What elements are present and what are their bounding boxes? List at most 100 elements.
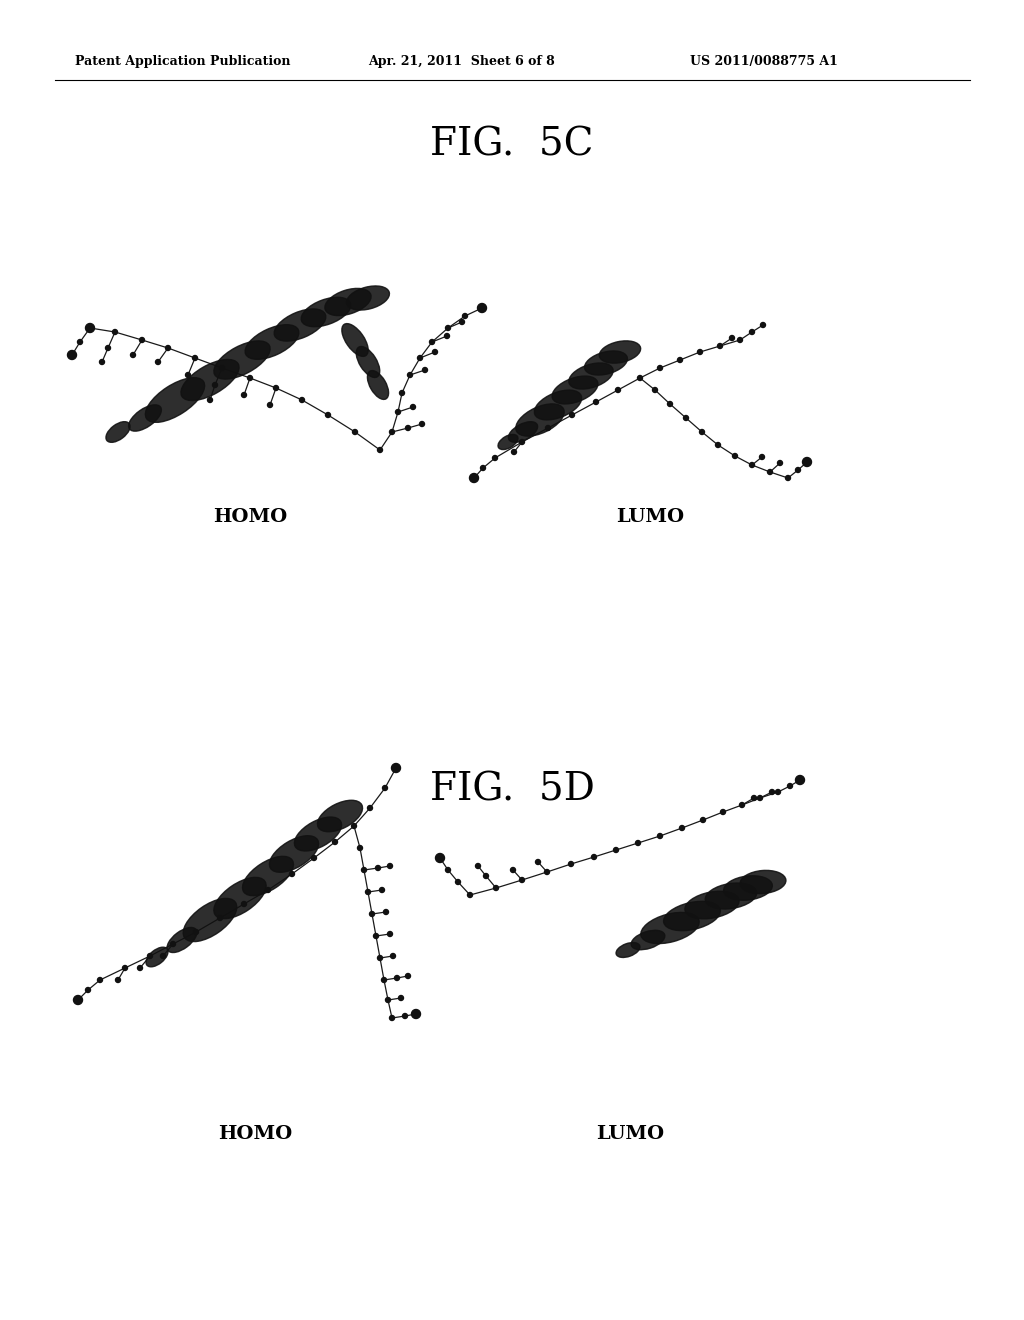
Circle shape [418, 355, 423, 360]
Circle shape [248, 375, 253, 380]
Circle shape [130, 352, 135, 358]
Circle shape [408, 372, 413, 378]
Ellipse shape [685, 891, 739, 919]
Circle shape [805, 459, 810, 465]
Circle shape [366, 890, 371, 895]
Circle shape [750, 462, 755, 467]
Circle shape [479, 305, 484, 310]
Circle shape [796, 467, 801, 473]
Circle shape [76, 998, 81, 1002]
Ellipse shape [167, 928, 197, 953]
Ellipse shape [346, 286, 389, 310]
Ellipse shape [664, 902, 721, 931]
Circle shape [493, 455, 498, 461]
Circle shape [420, 421, 425, 426]
Circle shape [406, 425, 411, 430]
Circle shape [352, 429, 357, 434]
Circle shape [393, 766, 398, 771]
Circle shape [368, 805, 373, 810]
Circle shape [613, 847, 618, 853]
Circle shape [568, 862, 573, 866]
Circle shape [273, 385, 279, 391]
Circle shape [435, 854, 444, 862]
Circle shape [721, 809, 725, 814]
Circle shape [437, 855, 442, 861]
Circle shape [798, 777, 803, 783]
Circle shape [156, 359, 161, 364]
Circle shape [99, 359, 104, 364]
Circle shape [468, 892, 472, 898]
Circle shape [615, 388, 621, 392]
Text: FIG.  5D: FIG. 5D [429, 771, 595, 808]
Circle shape [161, 953, 166, 958]
Text: LUMO: LUMO [596, 1125, 664, 1143]
Ellipse shape [342, 323, 369, 356]
Circle shape [171, 941, 175, 946]
Circle shape [469, 474, 478, 483]
Circle shape [166, 346, 171, 351]
Ellipse shape [129, 405, 162, 432]
Circle shape [123, 965, 128, 970]
Ellipse shape [243, 857, 294, 896]
Ellipse shape [508, 421, 538, 442]
Circle shape [147, 953, 153, 958]
Ellipse shape [599, 341, 641, 363]
Circle shape [477, 304, 486, 313]
Text: HOMO: HOMO [218, 1125, 292, 1143]
Circle shape [785, 475, 791, 480]
Ellipse shape [325, 288, 371, 315]
Circle shape [594, 400, 598, 404]
Circle shape [761, 322, 766, 327]
Text: Apr. 21, 2011  Sheet 6 of 8: Apr. 21, 2011 Sheet 6 of 8 [368, 55, 555, 69]
Circle shape [444, 334, 450, 338]
Circle shape [758, 796, 763, 800]
Ellipse shape [146, 948, 168, 966]
Ellipse shape [214, 878, 266, 919]
Ellipse shape [214, 341, 270, 379]
Circle shape [193, 355, 198, 360]
Circle shape [456, 879, 461, 884]
Circle shape [385, 998, 390, 1002]
Circle shape [78, 339, 83, 345]
Circle shape [471, 475, 476, 480]
Circle shape [511, 867, 515, 873]
Circle shape [483, 874, 488, 879]
Circle shape [657, 833, 663, 838]
Circle shape [97, 978, 102, 982]
Circle shape [390, 953, 395, 958]
Circle shape [769, 789, 774, 795]
Circle shape [217, 916, 222, 920]
Ellipse shape [552, 376, 598, 404]
Circle shape [787, 784, 793, 788]
Circle shape [411, 404, 416, 409]
Circle shape [265, 887, 270, 892]
Circle shape [139, 338, 144, 342]
Circle shape [752, 796, 757, 800]
Ellipse shape [245, 325, 299, 359]
Circle shape [697, 350, 702, 355]
Circle shape [737, 338, 742, 342]
Circle shape [105, 346, 111, 351]
Ellipse shape [356, 346, 380, 378]
Circle shape [391, 763, 400, 772]
Ellipse shape [616, 942, 640, 957]
Circle shape [267, 403, 272, 408]
Circle shape [412, 1010, 421, 1019]
Circle shape [777, 461, 782, 466]
Ellipse shape [301, 297, 351, 327]
Circle shape [242, 902, 247, 907]
Circle shape [333, 840, 338, 845]
Circle shape [545, 870, 550, 874]
Ellipse shape [585, 351, 628, 375]
Circle shape [389, 429, 394, 434]
Circle shape [775, 789, 780, 795]
Circle shape [494, 886, 499, 891]
Circle shape [384, 909, 388, 915]
Circle shape [657, 366, 663, 371]
Circle shape [592, 854, 597, 859]
Circle shape [290, 871, 295, 876]
Circle shape [699, 429, 705, 434]
Circle shape [185, 372, 190, 378]
Circle shape [311, 855, 316, 861]
Circle shape [370, 912, 375, 916]
